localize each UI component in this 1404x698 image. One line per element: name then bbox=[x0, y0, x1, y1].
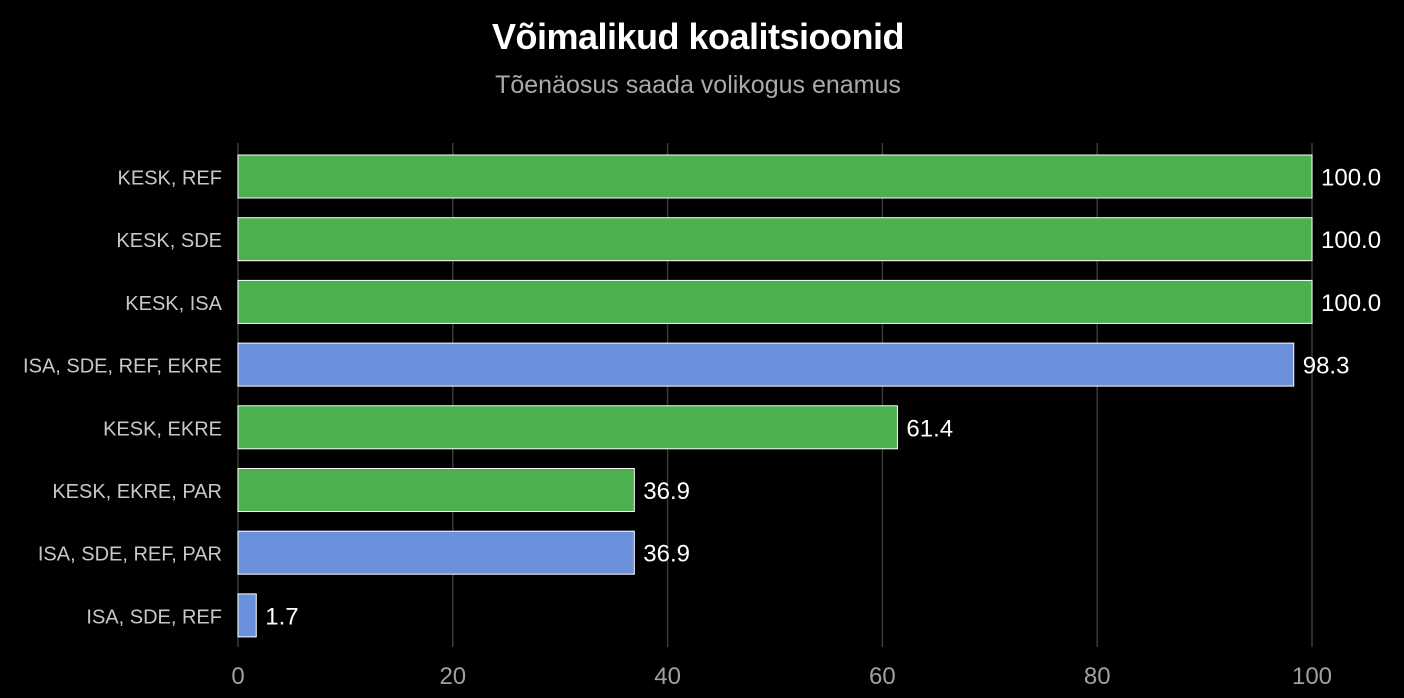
chart-subtitle: Tõenäosus saada volikogus enamus bbox=[495, 71, 901, 99]
value-label: 61.4 bbox=[906, 415, 953, 442]
x-tick-label: 40 bbox=[654, 663, 681, 690]
category-label: KESK, ISA bbox=[125, 293, 222, 315]
bar bbox=[237, 217, 1313, 262]
category-label: KESK, REF bbox=[118, 168, 222, 190]
category-label: ISA, SDE, REF, EKRE bbox=[23, 356, 222, 378]
x-tick-label: 20 bbox=[439, 663, 466, 690]
value-label: 100.0 bbox=[1321, 227, 1381, 254]
category-label: ISA, SDE, REF bbox=[86, 606, 222, 628]
value-label: 1.7 bbox=[265, 603, 298, 630]
value-label: 36.9 bbox=[643, 541, 690, 568]
x-tick-label: 100 bbox=[1292, 663, 1332, 690]
value-label: 100.0 bbox=[1321, 165, 1381, 192]
x-tick-label: 80 bbox=[1084, 663, 1111, 690]
bar bbox=[237, 593, 257, 638]
x-tick-label: 60 bbox=[869, 663, 896, 690]
category-labels: KESK, REF KESK, SDE KESK, ISA ISA, SDE, REF… bbox=[23, 168, 223, 629]
bar bbox=[237, 154, 1313, 199]
x-axis-ticks: 0 20 40 60 80 100 bbox=[231, 663, 1332, 690]
value-labels: 100.0 100.0 100.0 98.3 61.4 36.9 36.9 1.7 bbox=[265, 165, 1381, 631]
value-label: 100.0 bbox=[1321, 290, 1381, 317]
category-label: KESK, EKRE, PAR bbox=[52, 481, 222, 503]
chart-title: Võimalikud koalitsioonid bbox=[491, 16, 905, 57]
x-tick-label: 0 bbox=[231, 663, 244, 690]
bar bbox=[237, 342, 1295, 387]
value-label: 36.9 bbox=[643, 478, 690, 505]
bar bbox=[237, 405, 898, 450]
category-label: KESK, SDE bbox=[116, 230, 222, 252]
bar bbox=[237, 468, 635, 512]
bars bbox=[237, 154, 1313, 638]
bar bbox=[237, 530, 635, 575]
bar bbox=[237, 279, 1313, 324]
category-label: KESK, EKRE bbox=[103, 418, 222, 440]
category-label: ISA, SDE, REF, PAR bbox=[38, 544, 222, 566]
value-label: 98.3 bbox=[1303, 353, 1350, 380]
